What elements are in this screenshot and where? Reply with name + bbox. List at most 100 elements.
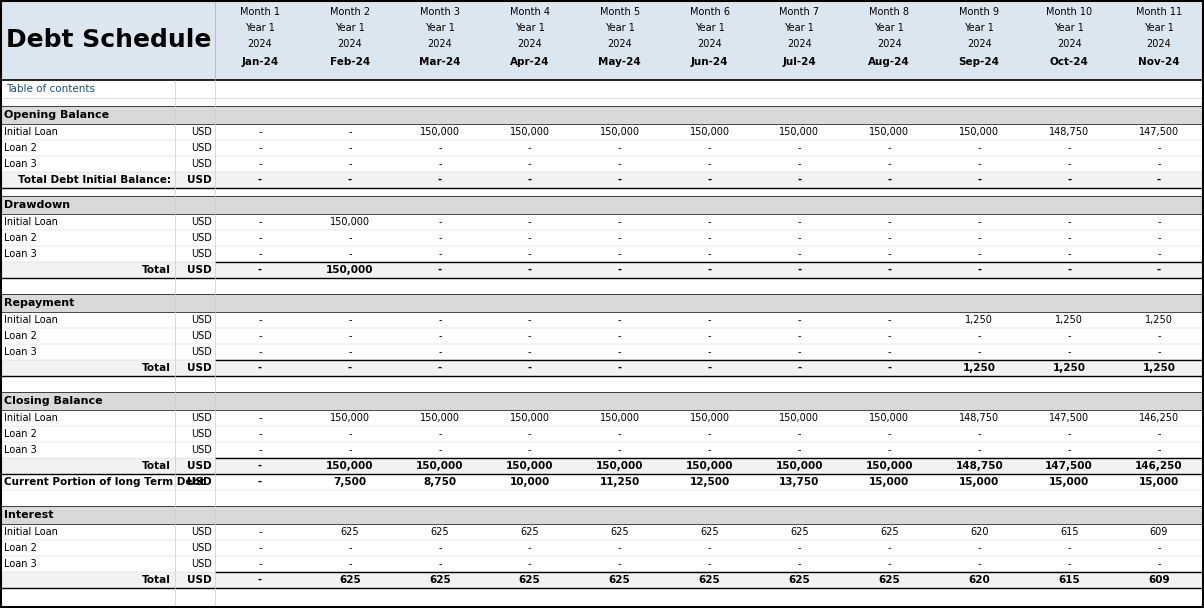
Text: -: - — [438, 347, 442, 357]
Text: -: - — [978, 143, 981, 153]
Text: USD: USD — [188, 461, 212, 471]
Text: Year 1: Year 1 — [785, 23, 814, 33]
Bar — [0, 124, 1204, 140]
Text: -: - — [258, 159, 261, 169]
Bar — [0, 360, 1204, 376]
Text: -: - — [978, 217, 981, 227]
Text: -: - — [348, 315, 352, 325]
Text: -: - — [348, 249, 352, 259]
Text: Oct-24: Oct-24 — [1050, 57, 1088, 67]
Text: -: - — [527, 175, 532, 185]
Text: -: - — [258, 445, 261, 455]
Bar — [0, 524, 1204, 540]
Text: Loan 3: Loan 3 — [4, 159, 37, 169]
Text: 2024: 2024 — [877, 39, 902, 49]
Text: -: - — [708, 233, 712, 243]
Text: Month 6: Month 6 — [690, 7, 730, 17]
Text: -: - — [978, 559, 981, 569]
Text: -: - — [887, 315, 891, 325]
Text: 150,000: 150,000 — [596, 461, 643, 471]
Bar — [0, 392, 1204, 410]
Text: Debt Schedule: Debt Schedule — [6, 28, 212, 52]
Text: USD: USD — [188, 175, 212, 185]
Text: Month 2: Month 2 — [330, 7, 370, 17]
Text: -: - — [1068, 217, 1070, 227]
Text: -: - — [887, 159, 891, 169]
Text: -: - — [978, 543, 981, 553]
Text: 150,000: 150,000 — [509, 127, 550, 137]
Text: -: - — [1068, 233, 1070, 243]
Text: 609: 609 — [1150, 527, 1168, 537]
Text: 150,000: 150,000 — [869, 127, 909, 137]
Text: -: - — [527, 233, 531, 243]
Text: 2024: 2024 — [607, 39, 632, 49]
Text: -: - — [618, 233, 621, 243]
Text: -: - — [348, 233, 352, 243]
Bar — [0, 556, 1204, 572]
Text: -: - — [798, 143, 801, 153]
Text: -: - — [798, 233, 801, 243]
Text: Opening Balance: Opening Balance — [4, 110, 110, 120]
Text: -: - — [887, 445, 891, 455]
Text: Aug-24: Aug-24 — [868, 57, 910, 67]
Text: 8,750: 8,750 — [424, 477, 456, 487]
Bar — [0, 0, 1204, 80]
Text: 625: 625 — [520, 527, 539, 537]
Text: -: - — [1068, 249, 1070, 259]
Text: -: - — [887, 543, 891, 553]
Text: USD: USD — [191, 559, 212, 569]
Text: -: - — [887, 347, 891, 357]
Text: 615: 615 — [1060, 527, 1079, 537]
Text: 148,750: 148,750 — [955, 461, 1003, 471]
Text: Year 1: Year 1 — [874, 23, 904, 33]
Text: -: - — [258, 175, 262, 185]
Text: 150,000: 150,000 — [866, 461, 913, 471]
Bar — [0, 156, 1204, 172]
Text: 1,250: 1,250 — [1143, 363, 1175, 373]
Text: 13,750: 13,750 — [779, 477, 820, 487]
Text: -: - — [527, 331, 531, 341]
Text: 625: 625 — [789, 575, 810, 585]
Text: Loan 3: Loan 3 — [4, 559, 37, 569]
Bar — [0, 246, 1204, 262]
Text: -: - — [1157, 159, 1161, 169]
Text: -: - — [798, 217, 801, 227]
Text: -: - — [708, 315, 712, 325]
Text: USD: USD — [191, 413, 212, 423]
Text: -: - — [1157, 559, 1161, 569]
Text: 150,000: 150,000 — [509, 413, 550, 423]
Text: Total: Total — [142, 461, 171, 471]
Text: -: - — [887, 265, 891, 275]
Text: 625: 625 — [431, 527, 449, 537]
Text: -: - — [258, 127, 261, 137]
Text: Month 5: Month 5 — [600, 7, 639, 17]
Text: -: - — [1157, 175, 1161, 185]
Text: Initial Loan: Initial Loan — [4, 413, 58, 423]
Text: -: - — [708, 445, 712, 455]
Text: Year 1: Year 1 — [425, 23, 455, 33]
Text: USD: USD — [191, 217, 212, 227]
Text: -: - — [708, 159, 712, 169]
Text: 15,000: 15,000 — [960, 477, 999, 487]
Text: -: - — [978, 331, 981, 341]
Text: -: - — [887, 143, 891, 153]
Text: USD: USD — [191, 429, 212, 439]
Text: 2024: 2024 — [337, 39, 362, 49]
Text: Year 1: Year 1 — [515, 23, 544, 33]
Text: -: - — [1157, 543, 1161, 553]
Text: May-24: May-24 — [598, 57, 641, 67]
Text: -: - — [618, 445, 621, 455]
Text: -: - — [797, 175, 802, 185]
Text: -: - — [978, 233, 981, 243]
Text: -: - — [258, 461, 262, 471]
Text: -: - — [258, 527, 261, 537]
Text: Loan 2: Loan 2 — [4, 143, 37, 153]
Text: -: - — [887, 363, 891, 373]
Bar — [0, 328, 1204, 344]
Text: 150,000: 150,000 — [686, 461, 733, 471]
Text: 625: 625 — [879, 575, 901, 585]
Text: -: - — [348, 143, 352, 153]
Text: -: - — [438, 559, 442, 569]
Text: 15,000: 15,000 — [1139, 477, 1179, 487]
Text: 150,000: 150,000 — [420, 127, 460, 137]
